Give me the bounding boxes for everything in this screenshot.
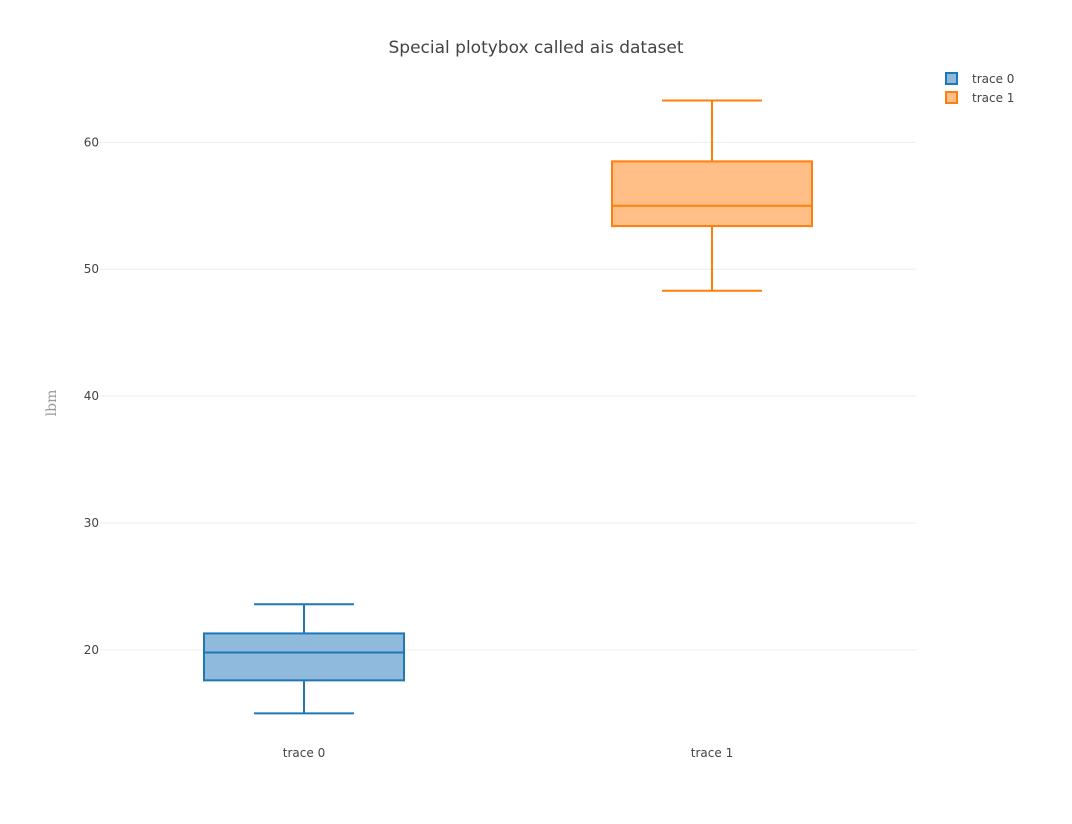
box-trace-trace-1 xyxy=(611,99,813,292)
grid-lines xyxy=(100,141,916,651)
y-tick-label: 50 xyxy=(84,262,99,276)
y-tick-label: 20 xyxy=(84,643,99,657)
y-tick-label: 40 xyxy=(84,389,99,403)
y-tick-label: 30 xyxy=(84,516,99,530)
chart-title: Special plotybox called ais dataset xyxy=(389,38,684,58)
y-axis-ticks: 20 30 40 50 60 xyxy=(84,135,99,657)
box-iqr xyxy=(203,632,405,682)
x-tick-label: trace 1 xyxy=(691,746,733,760)
x-tick-label: trace 0 xyxy=(283,746,325,760)
box-trace-trace-0 xyxy=(203,603,405,715)
y-axis-label: lbm xyxy=(44,390,60,417)
x-axis-ticks: trace 0 trace 1 xyxy=(283,746,733,760)
legend-label: trace 1 xyxy=(972,91,1014,105)
box-iqr xyxy=(611,160,813,228)
legend-label: trace 0 xyxy=(972,72,1014,86)
legend[interactable]: trace 0 trace 1 xyxy=(945,72,1014,105)
y-tick-label: 60 xyxy=(84,135,99,149)
legend-item[interactable]: trace 1 xyxy=(945,91,1014,105)
legend-swatch xyxy=(945,72,958,85)
legend-item[interactable]: trace 0 xyxy=(945,72,1014,86)
box-traces xyxy=(203,99,813,715)
legend-swatch xyxy=(945,91,958,104)
